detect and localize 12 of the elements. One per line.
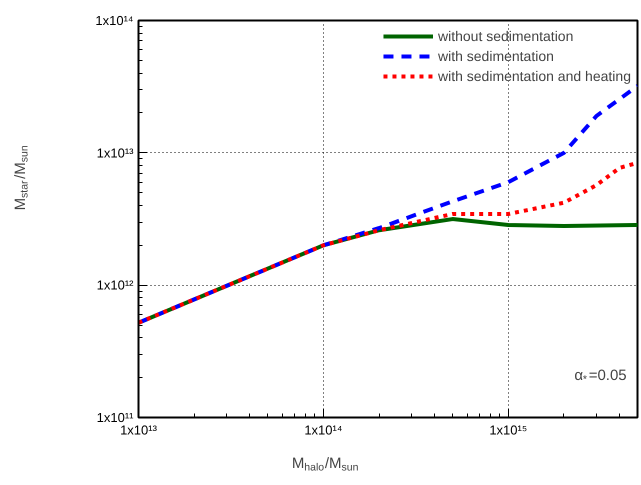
x-tick-label: 1x10¹⁵ bbox=[489, 422, 528, 438]
legend-label: with sedimentation and heating bbox=[438, 68, 631, 84]
y-tick-label: 1x10¹³ bbox=[96, 145, 134, 160]
y-tick-label: 1x10¹⁴ bbox=[95, 13, 134, 28]
y-axis-title: Mstar/Msun bbox=[12, 145, 30, 210]
annotation: α*=0.05 bbox=[574, 367, 627, 386]
legend-label: with sedimentation bbox=[438, 48, 554, 64]
y-tick-label: 1x10¹¹ bbox=[96, 410, 134, 425]
y-tick-label: 1x10¹² bbox=[96, 278, 134, 293]
x-tick-label: 1x10¹³ bbox=[120, 422, 158, 438]
x-tick-label: 1x10¹⁴ bbox=[304, 422, 342, 438]
legend-label: without sedimentation bbox=[438, 28, 574, 44]
